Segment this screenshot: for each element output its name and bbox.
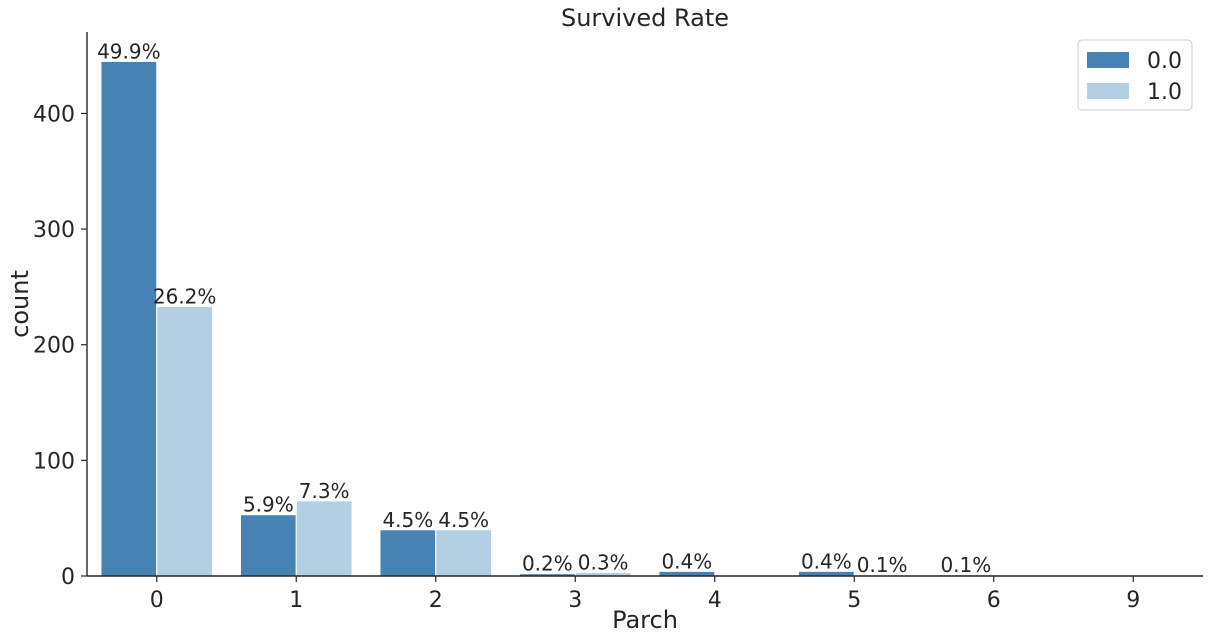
chart-title: Survived Rate [561, 4, 729, 32]
bar-value-label: 26.2% [153, 285, 217, 309]
bar-value-label: 5.9% [243, 493, 294, 517]
bar-2-series-0 [379, 529, 437, 577]
bar-value-label: 0.3% [578, 551, 629, 575]
bar-value-label: 0.1% [857, 553, 908, 577]
y-tick-label: 400 [33, 102, 75, 127]
x-tick-label: 6 [987, 588, 1001, 613]
y-tick-label: 300 [33, 218, 75, 243]
y-tick-label: 200 [33, 334, 75, 359]
legend: 0.0 1.0 [1077, 39, 1193, 111]
x-tick-label: 9 [1126, 588, 1140, 613]
x-tick-label: 5 [847, 588, 861, 613]
bar-0-series-0 [100, 60, 158, 577]
legend-label-0: 0.0 [1147, 49, 1182, 74]
bar-value-label: 7.3% [299, 479, 350, 503]
x-ticks: 0 1 2 3 4 5 6 9 [150, 576, 1140, 613]
y-tick-label: 100 [33, 449, 75, 474]
y-axis-label: count [6, 270, 34, 338]
bar-value-label: 49.9% [97, 39, 161, 63]
legend-swatch-1 [1087, 83, 1129, 99]
x-tick-label: 0 [150, 588, 164, 613]
bar-value-label: 0.4% [801, 549, 852, 573]
bar-0-series-1 [156, 306, 214, 577]
bar-labels-layer: 49.9%5.9%4.5%0.2% 0.4% 0.4% 0.1%26.2%7.3%4.… [97, 39, 991, 576]
x-tick-label: 4 [708, 588, 722, 613]
x-tick-label: 3 [568, 588, 582, 613]
bar-2-series-1 [435, 529, 493, 577]
x-tick-label: 2 [429, 588, 443, 613]
bar-value-label: 0.2% [522, 552, 573, 576]
bar-1-series-1 [295, 500, 353, 577]
x-tick-label: 1 [289, 588, 303, 613]
bar-1-series-0 [239, 514, 297, 577]
bar-value-label: 4.5% [382, 508, 433, 532]
y-ticks: 0 100 200 300 400 [33, 102, 87, 590]
bar-value-label: 0.4% [661, 549, 712, 573]
bar-value-label: 0.1% [940, 553, 991, 577]
y-tick-label: 0 [61, 565, 75, 590]
legend-label-1: 1.0 [1147, 80, 1182, 105]
legend-swatch-0 [1087, 52, 1129, 68]
bars-layer [100, 60, 995, 577]
x-axis-label: Parch [612, 606, 678, 634]
bar-value-label: 4.5% [438, 508, 489, 532]
